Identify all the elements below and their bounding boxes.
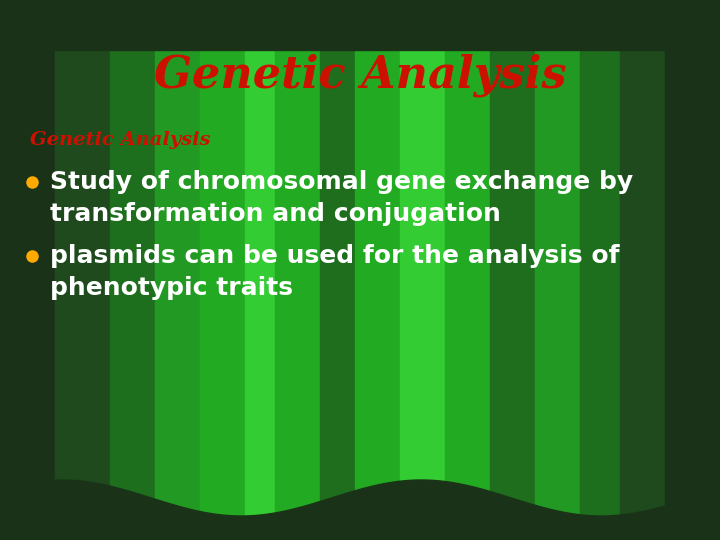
Bar xyxy=(275,0,320,540)
Bar xyxy=(580,0,620,540)
Bar xyxy=(620,0,665,540)
Bar xyxy=(0,0,55,540)
Text: plasmids can be used for the analysis of: plasmids can be used for the analysis of xyxy=(50,244,619,268)
Bar xyxy=(320,0,355,540)
Text: Study of chromosomal gene exchange by: Study of chromosomal gene exchange by xyxy=(50,170,633,194)
Bar xyxy=(665,0,720,540)
Bar xyxy=(155,0,200,540)
Bar xyxy=(0,0,720,50)
Text: Genetic Analysis: Genetic Analysis xyxy=(30,131,210,149)
Bar xyxy=(535,0,580,540)
Bar xyxy=(55,0,110,540)
Bar xyxy=(245,0,275,540)
Bar xyxy=(445,0,490,540)
Text: transformation and conjugation: transformation and conjugation xyxy=(50,202,501,226)
Bar xyxy=(490,0,535,540)
Bar xyxy=(355,0,400,540)
Text: phenotypic traits: phenotypic traits xyxy=(50,276,293,300)
Text: Genetic Analysis: Genetic Analysis xyxy=(154,53,566,97)
Bar xyxy=(400,0,445,540)
Bar xyxy=(200,0,245,540)
Bar xyxy=(110,0,155,540)
